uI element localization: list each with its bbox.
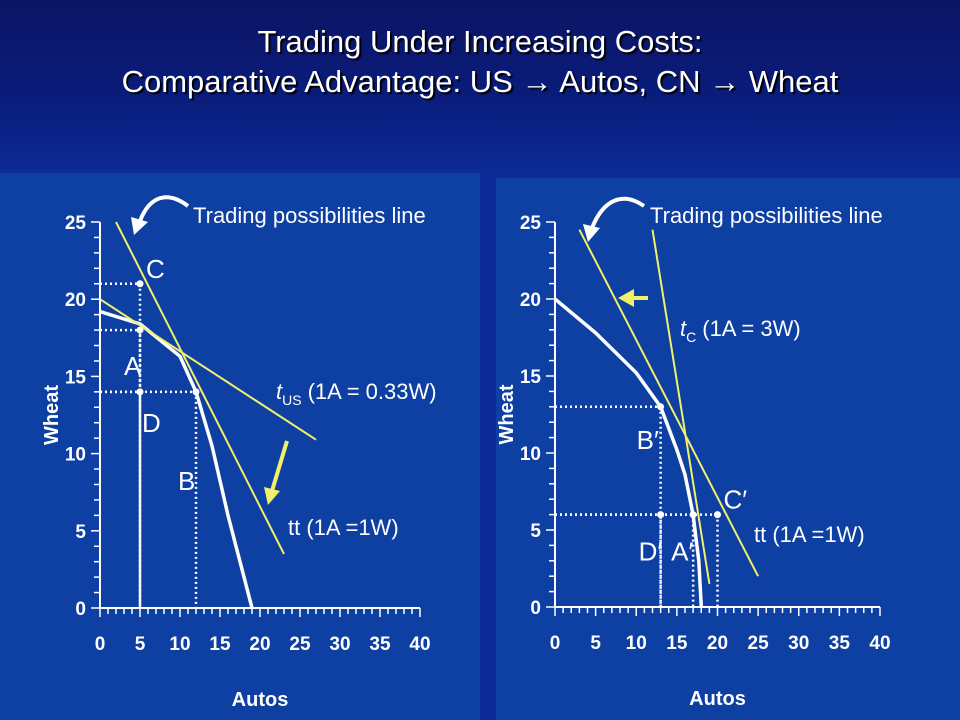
x-tick-label: 25 [289,634,311,655]
point-marker [136,326,144,334]
point-marker [136,280,144,288]
t_us-line [99,298,317,441]
yellow-pointer-arrowhead [618,289,634,307]
point-label: D′ [639,537,663,567]
x-tick-label: 20 [707,633,728,654]
point-label: C [146,254,165,284]
title-line-2: Comparative Advantage: US → Autos, CN → … [121,64,839,99]
x-tick-label: 25 [748,633,770,654]
yellow-pointer-arrowhead [264,487,280,505]
y-tick-label: 10 [65,445,86,466]
point-label: B [178,466,195,496]
x-tick-label: 10 [626,633,647,654]
y-tick-label: 20 [520,290,541,311]
y-tick-label: 25 [65,213,87,234]
yellow-pointer-arrow [270,440,289,492]
y-axis-title: Wheat [41,385,63,445]
tt-line [115,221,285,555]
x-tick-label: 20 [249,634,270,655]
ppf-line [553,297,704,608]
point-marker [136,388,144,396]
x-tick-label: 35 [829,633,851,654]
trading-line-label: Trading possibilities line [193,203,426,228]
point-label: A′ [671,537,693,567]
t-us-label: tUS (1A = 0.33W) [276,379,437,408]
pointer-arrow-trading-line [590,196,646,229]
point-marker [192,388,200,396]
t-us-letter: t [276,379,283,404]
x-tick-label: 15 [666,633,688,654]
y-tick-label: 0 [530,598,541,619]
x-tick-label: 0 [550,633,561,654]
x-tick-label: 0 [95,634,106,655]
y-tick-label: 5 [530,521,541,542]
t_cn-line [651,229,711,585]
t-us-subscript: US [282,392,301,408]
x-tick-label: 30 [329,634,350,655]
pointer-arrow-trading-line [138,195,190,222]
x-tick-label: 15 [209,634,231,655]
ppf-line [99,309,254,609]
us-chart: 0 5 10 15 20 25 30 35 40 0 5 10 15 20 25 Autos Wheat A B C… [41,195,437,711]
x-axis-title: Autos [232,689,289,711]
point-marker [657,511,665,519]
title-line-1: Trading Under Increasing Costs: [257,24,703,59]
point-label: A [124,351,142,381]
pointer-arrowhead-trading-line [583,224,600,242]
point-marker [657,403,665,411]
t-cn-letter: t [680,316,687,341]
y-tick-label: 25 [520,213,542,234]
x-tick-label: 5 [590,633,601,654]
pointer-arrowhead-trading-line [131,217,148,235]
us-chart-panel: 0 5 10 15 20 25 30 35 40 0 5 10 15 20 25 Autos Wheat A B C… [0,173,480,720]
point-marker [714,511,721,519]
x-tick-label: 40 [869,633,890,654]
point-label: C′ [724,485,748,515]
y-tick-label: 15 [65,367,87,388]
cn-chart: 0 5 10 15 20 25 30 35 40 0 5 10 15 20 25 Autos Wheat B′ A… [496,196,891,710]
y-tick-label: 20 [65,290,86,311]
t-cn-label: tC (1A = 3W) [680,316,801,345]
y-tick-label: 0 [75,599,86,620]
y-tick-label: 10 [520,444,541,465]
t-cn-ratio: (1A = 3W) [702,316,800,341]
trading-line-label: Trading possibilities line [650,203,883,228]
t-us-ratio: (1A = 0.33W) [308,379,437,404]
tt-cn-label: tt (1A =1W) [754,522,865,547]
tt-line [578,229,759,577]
y-tick-label: 15 [520,367,542,388]
point-label: B′ [637,425,659,455]
cn-chart-panel: 0 5 10 15 20 25 30 35 40 0 5 10 15 20 25 Autos Wheat B′ A… [496,178,960,720]
point-label: D [142,408,161,438]
x-tick-label: 5 [135,634,146,655]
x-tick-label: 30 [788,633,809,654]
x-tick-label: 10 [169,634,190,655]
y-axis-title: Wheat [496,384,518,444]
x-tick-label: 40 [409,634,430,655]
x-tick-label: 35 [369,634,391,655]
point-marker [689,511,697,519]
t-cn-subscript: C [686,329,696,345]
tt-us-label: tt (1A =1W) [288,515,399,540]
y-tick-label: 5 [75,522,86,543]
slide-title: Trading Under Increasing Costs: Comparat… [0,22,960,102]
x-axis-title: Autos [689,688,746,710]
